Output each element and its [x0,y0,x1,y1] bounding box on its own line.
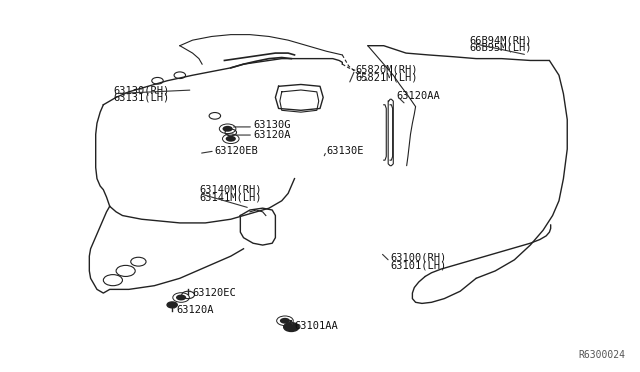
Circle shape [176,295,186,301]
Text: 63100(RH): 63100(RH) [390,253,446,263]
Text: 63120A: 63120A [253,130,291,140]
Text: 65821M(LH): 65821M(LH) [355,72,417,82]
Text: 63141M(LH): 63141M(LH) [199,192,261,202]
Circle shape [167,302,177,308]
Text: 63131(LH): 63131(LH) [113,92,169,102]
Text: 66B95M(LH): 66B95M(LH) [470,42,532,52]
Text: 63120EC: 63120EC [193,288,236,298]
Text: 63120A: 63120A [177,305,214,315]
Text: 66B94M(RH): 66B94M(RH) [470,35,532,45]
Text: 63120EB: 63120EB [215,146,259,156]
Circle shape [280,318,290,324]
Text: 63140M(RH): 63140M(RH) [199,185,261,195]
Circle shape [223,126,233,132]
Circle shape [284,323,299,331]
Text: 63130(RH): 63130(RH) [113,85,169,95]
Text: R6300024: R6300024 [579,350,626,359]
Text: 63120AA: 63120AA [396,90,440,100]
Text: 63130G: 63130G [253,120,291,130]
Circle shape [226,136,236,142]
Text: 65820M(RH): 65820M(RH) [355,65,417,75]
Text: 63101(LH): 63101(LH) [390,260,446,270]
Text: 63130E: 63130E [326,146,364,156]
Text: 63101AA: 63101AA [294,321,339,331]
